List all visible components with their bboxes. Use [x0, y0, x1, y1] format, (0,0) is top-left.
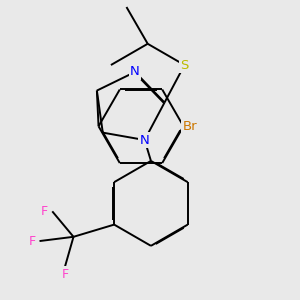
Text: N: N — [130, 65, 140, 79]
Text: S: S — [180, 58, 189, 71]
Text: F: F — [61, 268, 69, 281]
Text: F: F — [28, 235, 35, 248]
Text: F: F — [41, 205, 48, 218]
Text: N: N — [140, 134, 149, 146]
Text: Br: Br — [182, 120, 197, 133]
